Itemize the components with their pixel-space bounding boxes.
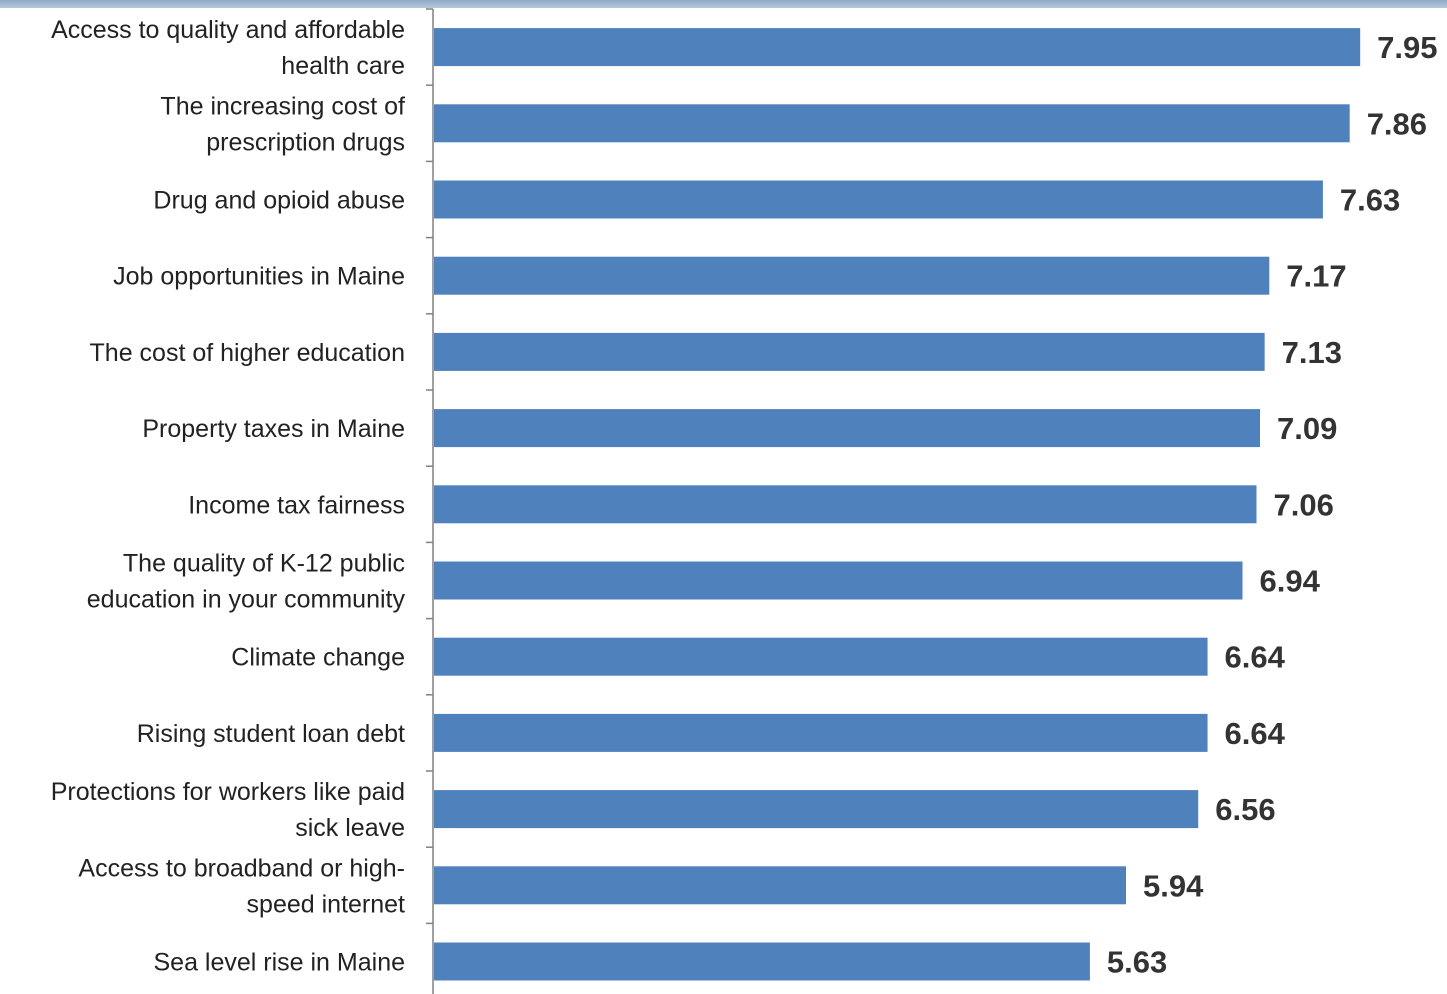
category-label: The increasing cost of — [160, 92, 405, 120]
category-label: Access to quality and affordable — [51, 16, 405, 44]
bar — [434, 866, 1127, 905]
category-label: prescription drugs — [206, 128, 405, 156]
value-label: 7.06 — [1273, 487, 1333, 522]
category-label: Rising student loan debt — [137, 720, 405, 748]
bars — [434, 28, 1361, 981]
bar — [434, 485, 1257, 524]
value-label: 6.64 — [1225, 716, 1286, 751]
bar — [434, 104, 1350, 143]
bar — [434, 942, 1090, 981]
category-label: speed internet — [247, 890, 406, 918]
value-labels: 7.95 7.86 7.63 7.17 7.13 7.09 7.06 6.94 6.64 6.64… — [1107, 30, 1438, 979]
category-label: Property taxes in Maine — [142, 415, 405, 443]
category-label: Sea level rise in Maine — [153, 949, 405, 977]
bar — [434, 637, 1208, 676]
value-label: 7.86 — [1367, 106, 1427, 141]
bar — [434, 256, 1270, 295]
category-label: Drug and opioid abuse — [153, 187, 405, 215]
category-label: education in your community — [87, 586, 406, 614]
bar — [434, 409, 1260, 448]
value-label: 6.94 — [1260, 564, 1321, 599]
value-label: 5.94 — [1143, 868, 1204, 903]
value-label: 7.63 — [1340, 183, 1400, 218]
category-label: The quality of K-12 public — [123, 550, 405, 578]
value-label: 7.95 — [1377, 30, 1437, 65]
bar — [434, 180, 1323, 219]
value-label: 6.64 — [1225, 640, 1286, 675]
category-label: Access to broadband or high- — [78, 854, 405, 882]
bar — [434, 28, 1361, 67]
category-label: Protections for workers like paid — [51, 778, 405, 806]
value-label: 5.63 — [1107, 945, 1167, 980]
category-label: Climate change — [231, 644, 405, 672]
category-label: The cost of higher education — [90, 339, 405, 367]
category-label: sick leave — [295, 814, 405, 842]
value-label: 7.09 — [1277, 411, 1337, 446]
bar — [434, 790, 1199, 829]
category-labels: Access to quality and affordable health c… — [51, 16, 406, 976]
category-label: Income tax fairness — [188, 491, 405, 519]
category-label: Job opportunities in Maine — [113, 263, 405, 291]
bar — [434, 713, 1208, 752]
axis-ticks — [426, 8, 433, 925]
value-label: 7.17 — [1286, 259, 1346, 294]
value-label: 7.13 — [1282, 335, 1342, 370]
bar — [434, 561, 1243, 600]
category-label: health care — [281, 52, 405, 80]
bar — [434, 332, 1265, 371]
header-strip — [0, 0, 1447, 8]
value-label: 6.56 — [1215, 792, 1275, 827]
